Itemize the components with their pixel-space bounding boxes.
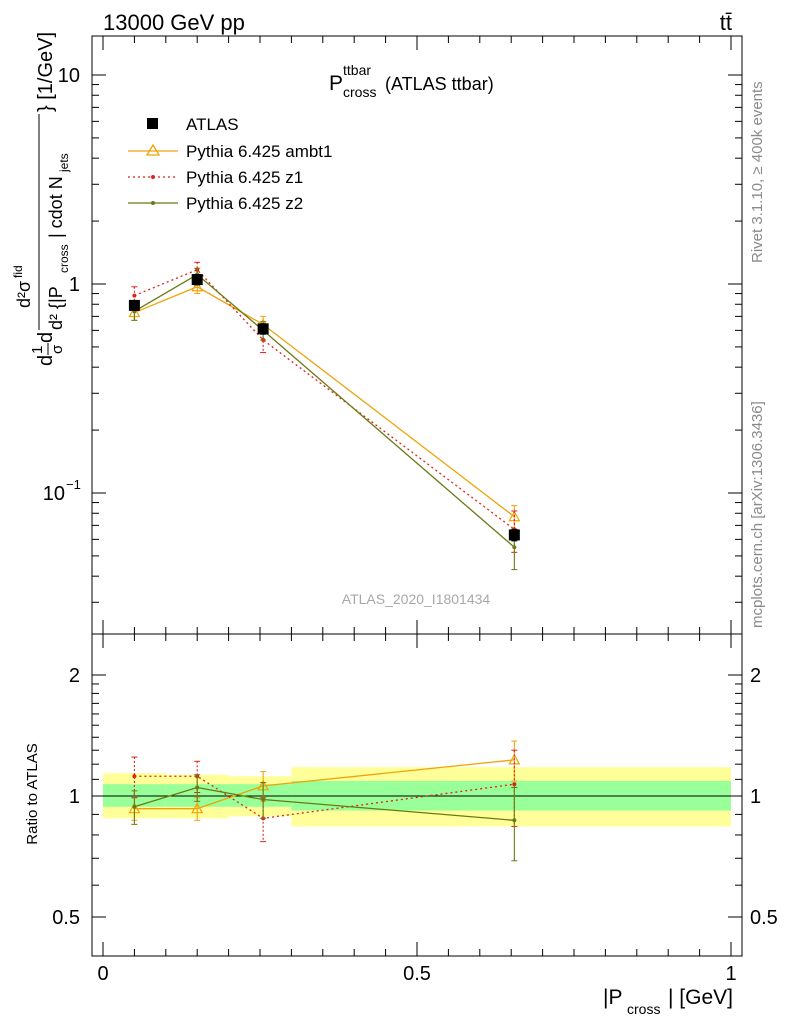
ratio-y-tick-label-0.5: 0.5 bbox=[52, 907, 80, 929]
ratio-series-lines bbox=[134, 759, 515, 821]
energy-label: 13000 GeV pp bbox=[103, 10, 245, 35]
y-label-frac-top-sup: fid bbox=[11, 265, 25, 278]
panel-title-sub: cross bbox=[343, 84, 376, 100]
legend-label-atlas: ATLAS bbox=[186, 115, 239, 134]
main-point-pythia-6-425-z1 bbox=[132, 293, 137, 298]
ratio-y-tick-label-right-0.5: 0.5 bbox=[750, 907, 778, 929]
ratio-point-pythia-6-425-ambt1 bbox=[191, 802, 204, 814]
main-series-points bbox=[128, 261, 521, 571]
legend-marker-ambt1 bbox=[145, 143, 161, 156]
y-label-open: d² {|P bbox=[46, 286, 66, 330]
ratio-point-pythia-6-425-z1 bbox=[512, 782, 517, 787]
y-tick-label-1: 1 bbox=[69, 274, 80, 296]
legend-label-ambt1: Pythia 6.425 ambt1 bbox=[186, 142, 332, 161]
y-label-unit: } [1/GeV] bbox=[35, 32, 57, 112]
main-y-ticks bbox=[92, 74, 742, 603]
legend: ATLAS Pythia 6.425 ambt1 Pythia 6.425 z1… bbox=[128, 115, 332, 213]
panel-title-sup: ttbar bbox=[343, 62, 371, 78]
ratio-y-tick-label-2: 2 bbox=[69, 665, 80, 687]
rivet-version-label: Rivet 3.1.10, ≥ 400k events bbox=[749, 81, 766, 263]
y-label-mid: | cdot N bbox=[46, 176, 66, 238]
x-tick-label-0.5: 0.5 bbox=[403, 963, 431, 985]
main-series-lines bbox=[134, 268, 515, 548]
y-label-sigma: σ bbox=[49, 344, 66, 354]
ratio-point-pythia-6-425-z1 bbox=[132, 774, 137, 779]
ratio-point-pythia-6-425-z2 bbox=[261, 797, 266, 802]
main-line-pythia-6-425-z1 bbox=[134, 268, 515, 530]
ratio-point-pythia-6-425-z2 bbox=[512, 818, 517, 823]
ratio-y-tick-label-1: 1 bbox=[69, 786, 80, 808]
y-label-cross-sub: cross bbox=[57, 244, 71, 273]
x-tick-label-1: 1 bbox=[725, 963, 736, 985]
x-tick-label-0: 0 bbox=[97, 963, 108, 985]
analysis-watermark: ATLAS_2020_I1801434 bbox=[342, 591, 491, 607]
legend-marker-z2 bbox=[151, 201, 155, 205]
ratio-y-axis-label: Ratio to ATLAS bbox=[24, 743, 41, 844]
ratio-y-tick-label-right-2: 2 bbox=[750, 665, 761, 687]
ratio-line-pythia-6-425-z1 bbox=[134, 775, 515, 819]
ratio-y-tick-label-right-1: 1 bbox=[750, 786, 761, 808]
ratio-point-pythia-6-425-z2 bbox=[132, 804, 137, 809]
ratio-panel: 2 1 0.5 2 1 0.5 Ratio to ATLAS bbox=[24, 633, 778, 957]
y-label-pre-d: d bbox=[35, 355, 57, 366]
mcplots-label: mcplots.cern.ch [arXiv:1306.3436] bbox=[749, 401, 766, 628]
process-label: tt̄ bbox=[720, 10, 732, 35]
ratio-series-points bbox=[128, 740, 521, 862]
main-x-ticks bbox=[102, 36, 732, 634]
main-panel: 10 1 10 −1 P ttbar cross (ATLAS ttbar) A… bbox=[11, 32, 743, 635]
y-label-one: 1 bbox=[29, 346, 46, 354]
main-point-atlas bbox=[508, 529, 520, 541]
main-point-pythia-6-425-z2 bbox=[512, 545, 517, 550]
panel-title-suffix: (ATLAS ttbar) bbox=[385, 74, 494, 94]
main-line-pythia-6-425-z2 bbox=[134, 273, 515, 548]
main-point-pythia-6-425-ambt1 bbox=[191, 280, 204, 292]
ratio-point-pythia-6-425-z2 bbox=[195, 785, 200, 790]
x-axis-label-close: | [GeV] bbox=[668, 986, 733, 1009]
x-axis-label-sub: cross bbox=[627, 1001, 660, 1017]
y-tick-exponent: −1 bbox=[66, 477, 81, 492]
legend-label-z2: Pythia 6.425 z2 bbox=[186, 194, 303, 213]
legend-marker-atlas bbox=[147, 118, 158, 129]
y-tick-label-10: 10 bbox=[58, 65, 80, 87]
main-y-axis-label: d 1 σ d d²σ fid d² {|P cross | cdot N je… bbox=[11, 32, 71, 366]
main-point-atlas bbox=[191, 274, 203, 286]
panel-title-main: P bbox=[329, 72, 343, 95]
x-axis-label-open: |P bbox=[603, 986, 622, 1009]
main-line-pythia-6-425-ambt1 bbox=[134, 286, 515, 518]
y-tick-label-0.1: 10 bbox=[43, 483, 65, 505]
ratio-x-ticks bbox=[102, 634, 732, 956]
main-point-atlas bbox=[257, 323, 269, 335]
y-label-frac-top: d²σ bbox=[14, 281, 34, 308]
y-label-jets-sub: jets bbox=[57, 153, 71, 173]
legend-marker-z1 bbox=[151, 175, 155, 179]
ratio-line-pythia-6-425-z2 bbox=[134, 786, 515, 821]
legend-label-z1: Pythia 6.425 z1 bbox=[186, 168, 303, 187]
main-point-atlas bbox=[128, 299, 140, 311]
y-label-d: d bbox=[35, 332, 57, 343]
ratio-y-ticks bbox=[92, 674, 742, 918]
